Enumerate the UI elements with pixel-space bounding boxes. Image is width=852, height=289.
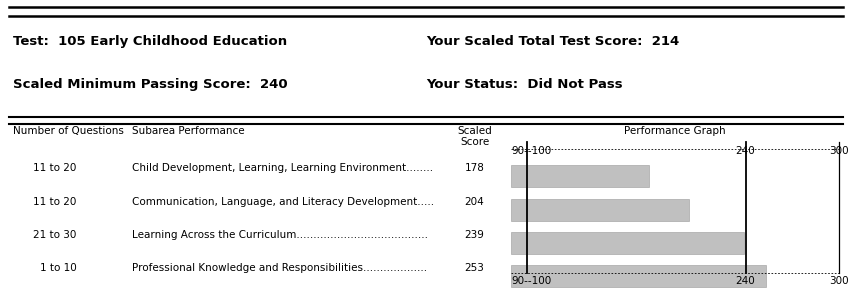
Text: 300: 300: [829, 276, 849, 286]
Text: 300: 300: [829, 146, 849, 156]
Text: Scaled
Score: Scaled Score: [458, 126, 492, 147]
Text: Your Status:  Did Not Pass: Your Status: Did Not Pass: [426, 78, 623, 91]
Text: Learning Across the Curriculum.......................................: Learning Across the Curriculum..........…: [132, 230, 428, 240]
Text: 253: 253: [464, 263, 485, 273]
Text: Number of Questions: Number of Questions: [13, 126, 124, 136]
Text: 1 to 10: 1 to 10: [40, 263, 77, 273]
Text: Test:  105 Early Childhood Education: Test: 105 Early Childhood Education: [13, 35, 287, 48]
Text: Subarea Performance: Subarea Performance: [132, 126, 245, 136]
Text: 11 to 20: 11 to 20: [33, 197, 77, 207]
Text: Communication, Language, and Literacy Development.....: Communication, Language, and Literacy De…: [132, 197, 435, 207]
Text: 11 to 20: 11 to 20: [33, 163, 77, 173]
Text: Scaled Minimum Passing Score:  240: Scaled Minimum Passing Score: 240: [13, 78, 287, 91]
Text: Child Development, Learning, Learning Environment........: Child Development, Learning, Learning En…: [132, 163, 433, 173]
Text: Your Scaled Total Test Score:  214: Your Scaled Total Test Score: 214: [426, 35, 679, 48]
Text: 204: 204: [464, 197, 485, 207]
Text: 240: 240: [735, 276, 756, 286]
Text: Performance Graph: Performance Graph: [625, 126, 726, 136]
Text: 239: 239: [464, 230, 485, 240]
Text: 178: 178: [464, 163, 485, 173]
Text: 90--100: 90--100: [511, 146, 551, 156]
Text: Professional Knowledge and Responsibilities...................: Professional Knowledge and Responsibilit…: [132, 263, 427, 273]
Text: 240: 240: [735, 146, 756, 156]
Text: 21 to 30: 21 to 30: [33, 230, 77, 240]
Text: 90--100: 90--100: [511, 276, 551, 286]
